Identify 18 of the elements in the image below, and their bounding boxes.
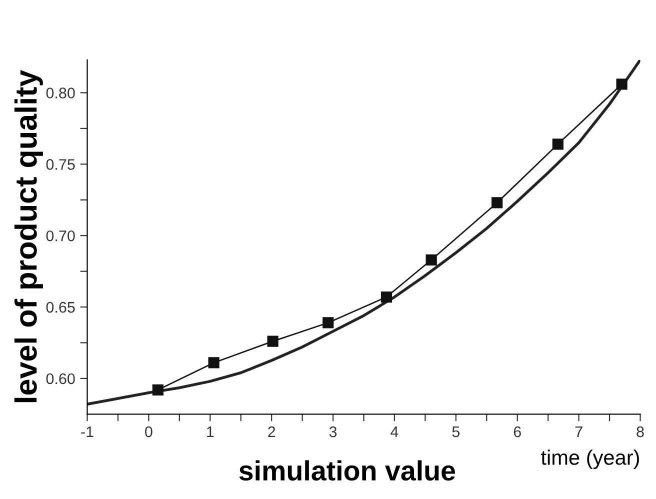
x-tick-label: 8 [636, 426, 644, 438]
x-tick-label: 5 [452, 426, 460, 438]
x-tick-label: -1 [81, 426, 94, 438]
x-tick-label: 7 [575, 426, 582, 438]
y-axis-title: level of product quality [14, 70, 43, 402]
y-tick-label: 0.70 [46, 230, 75, 242]
x-tick-label: 4 [390, 426, 398, 438]
x-tick-label: 1 [207, 426, 214, 438]
x-tick-label: 0 [145, 426, 152, 438]
y-tick-label: 0.60 [46, 373, 75, 384]
text: time (year) [541, 450, 639, 470]
y-tick-label: 0.65 [46, 302, 75, 313]
x-tick-label: 6 [514, 426, 521, 438]
x-tick-label: 2 [268, 426, 276, 438]
x-tick-label: 3 [329, 426, 337, 438]
y-tick-label: 0.75 [46, 159, 75, 170]
y-tick-label: 0.80 [46, 88, 75, 98]
x-axis-title: simulation value [239, 460, 456, 481]
